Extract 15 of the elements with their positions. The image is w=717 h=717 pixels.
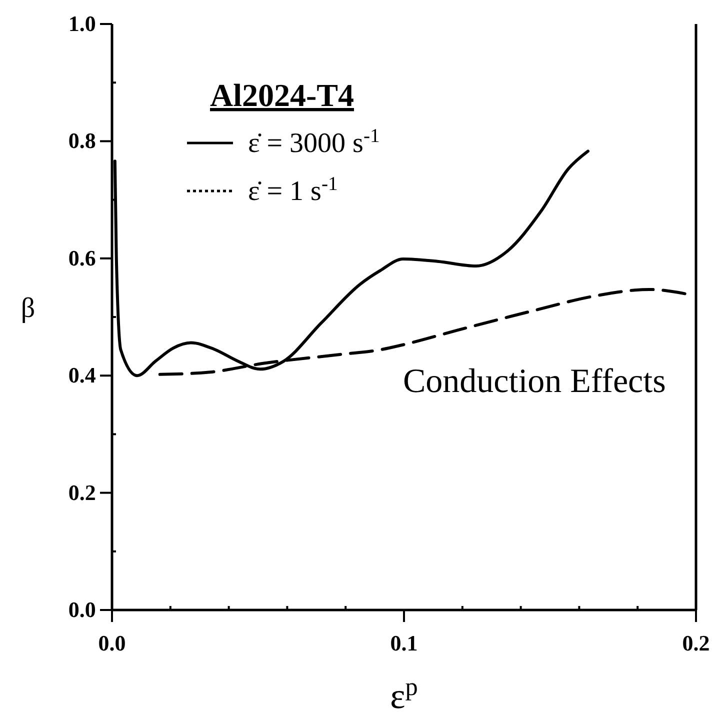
- x-axis-title: ε$^{p}$: [390, 674, 418, 716]
- y-tick-label: 0.0: [68, 597, 96, 622]
- y-tick-label: 0.4: [68, 362, 96, 388]
- x-tick-label: 0.0: [98, 630, 126, 656]
- legend-title: Al2024-T4: [210, 77, 354, 113]
- x-tick-label: 0.1: [390, 630, 418, 656]
- y-tick-label: 0.6: [68, 245, 96, 270]
- y-tick-label: 1.0: [68, 11, 96, 36]
- y-tick-label: 0.2: [68, 480, 96, 505]
- legend-label: ε̇ = 3000 s$^{-1}$: [248, 126, 380, 159]
- x-tick-label: 0.2: [682, 630, 710, 656]
- legend-label: ε̇ = 1 s$^{-1}$: [248, 174, 338, 207]
- y-axis-title: β: [20, 293, 36, 324]
- annotation: Conduction Effects: [403, 363, 666, 400]
- y-tick-label: 0.8: [68, 128, 96, 154]
